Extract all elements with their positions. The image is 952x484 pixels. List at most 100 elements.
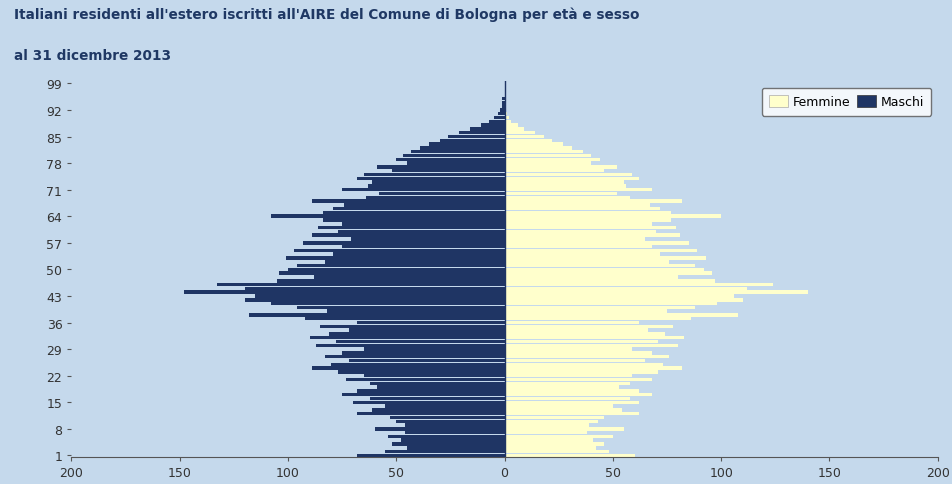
Bar [392, 169, 505, 173]
Bar [303, 242, 505, 245]
Bar [405, 424, 505, 427]
Bar [505, 359, 645, 363]
Bar [505, 272, 712, 275]
Bar [505, 340, 659, 344]
Bar [500, 109, 505, 112]
Bar [505, 431, 586, 435]
Bar [348, 359, 505, 363]
Bar [325, 355, 505, 359]
Bar [505, 299, 743, 302]
Bar [505, 351, 652, 355]
Bar [505, 139, 552, 143]
Bar [370, 397, 505, 400]
Bar [505, 227, 676, 230]
Bar [403, 154, 505, 158]
Bar [505, 154, 591, 158]
Bar [505, 355, 669, 359]
Bar [505, 439, 593, 442]
Bar [386, 405, 505, 408]
Bar [401, 439, 505, 442]
Bar [481, 124, 505, 128]
Bar [350, 238, 505, 241]
Bar [505, 329, 647, 332]
Bar [505, 253, 661, 257]
Bar [505, 279, 715, 283]
Bar [353, 401, 505, 404]
Bar [323, 219, 505, 222]
Bar [505, 192, 617, 196]
Bar [505, 348, 632, 351]
Bar [505, 408, 622, 412]
Bar [342, 189, 505, 192]
Bar [505, 268, 704, 272]
Bar [505, 260, 669, 264]
Bar [505, 336, 684, 340]
Bar [505, 416, 605, 419]
Bar [505, 132, 535, 135]
Bar [184, 291, 505, 294]
Bar [329, 333, 505, 336]
Bar [505, 124, 518, 128]
Bar [505, 450, 608, 454]
Bar [505, 249, 697, 253]
Bar [323, 211, 505, 215]
Bar [503, 105, 505, 108]
Bar [505, 306, 695, 309]
Bar [505, 173, 632, 177]
Bar [505, 264, 695, 268]
Bar [505, 386, 620, 389]
Bar [505, 424, 589, 427]
Bar [505, 169, 605, 173]
Bar [379, 192, 505, 196]
Bar [505, 295, 734, 298]
Bar [357, 412, 505, 416]
Bar [505, 333, 664, 336]
Bar [270, 302, 505, 306]
Bar [505, 234, 680, 238]
Bar [277, 279, 505, 283]
Bar [286, 257, 505, 260]
Bar [505, 412, 639, 416]
Bar [505, 321, 639, 325]
Bar [505, 393, 652, 396]
Bar [505, 442, 605, 446]
Bar [505, 238, 645, 241]
Bar [372, 181, 505, 184]
Bar [342, 223, 505, 226]
Bar [505, 181, 624, 184]
Bar [505, 374, 632, 378]
Bar [505, 370, 659, 374]
Bar [505, 219, 671, 222]
Bar [505, 310, 667, 313]
Bar [505, 245, 652, 249]
Bar [333, 208, 505, 211]
Bar [505, 435, 613, 439]
Bar [505, 166, 617, 169]
Bar [420, 147, 505, 151]
Bar [505, 344, 678, 348]
Bar [370, 382, 505, 385]
Bar [407, 446, 505, 450]
Bar [505, 211, 671, 215]
Bar [470, 128, 505, 131]
Bar [348, 329, 505, 332]
Bar [505, 121, 511, 124]
Bar [245, 299, 505, 302]
Bar [338, 370, 505, 374]
Bar [336, 340, 505, 344]
Bar [407, 162, 505, 166]
Bar [505, 162, 591, 166]
Bar [366, 196, 505, 199]
Bar [505, 223, 652, 226]
Bar [368, 185, 505, 188]
Bar [505, 177, 639, 181]
Bar [245, 287, 505, 290]
Bar [316, 344, 505, 348]
Bar [377, 386, 505, 389]
Bar [505, 287, 747, 290]
Bar [314, 276, 505, 279]
Bar [505, 151, 583, 154]
Bar [321, 325, 505, 329]
Bar [312, 200, 505, 203]
Bar [364, 374, 505, 378]
